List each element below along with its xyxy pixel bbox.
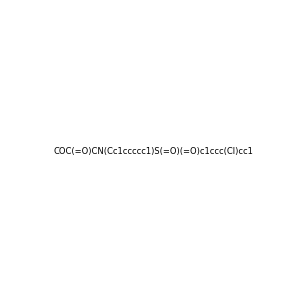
Text: COC(=O)CN(Cc1ccccc1)S(=O)(=O)c1ccc(Cl)cc1: COC(=O)CN(Cc1ccccc1)S(=O)(=O)c1ccc(Cl)cc… — [54, 147, 254, 156]
